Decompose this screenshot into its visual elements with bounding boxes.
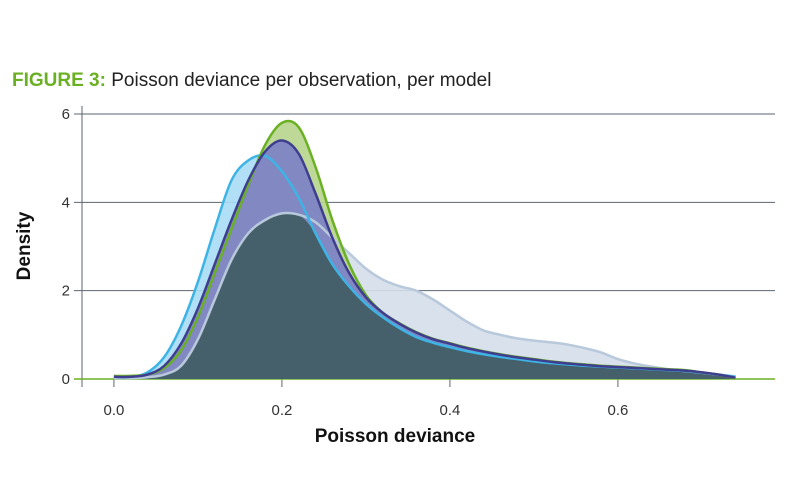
- x-tick-label: 0.2: [271, 402, 292, 419]
- line-pale: [113, 211, 736, 380]
- x-axis-label: Poisson deviance: [315, 426, 476, 447]
- y-tick-label: 2: [62, 283, 70, 300]
- y-tick-label: 0: [62, 371, 70, 388]
- figure-title-text: Poisson deviance per observation, per mo…: [105, 70, 492, 91]
- x-tick-label: 0.6: [607, 402, 628, 419]
- figure-title: FIGURE 3: Poisson deviance per observati…: [12, 70, 491, 92]
- figure-number: FIGURE 3:: [12, 70, 106, 91]
- line-purple: [113, 139, 736, 379]
- y-tick-label: 4: [62, 194, 70, 211]
- x-tick-label: 0.0: [103, 402, 124, 419]
- y-tick-label: 6: [62, 106, 70, 123]
- y-axis-label: Density: [14, 211, 35, 280]
- area-overlap: [113, 212, 736, 379]
- x-tick-label: 0.4: [439, 402, 460, 419]
